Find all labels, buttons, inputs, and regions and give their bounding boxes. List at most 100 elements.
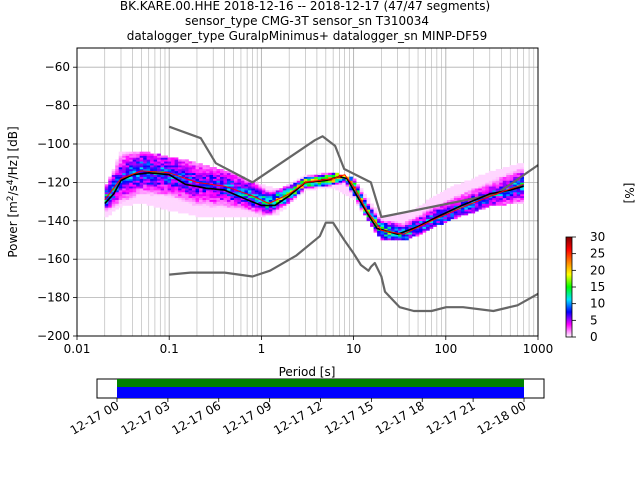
psd-bin: [195, 188, 200, 191]
psd-bin: [492, 174, 497, 177]
psd-bin: [310, 174, 315, 177]
psd-bin: [139, 178, 144, 181]
psd-bin: [251, 205, 256, 208]
psd-bin: [167, 157, 172, 160]
psd-bin: [474, 190, 479, 193]
psd-bin: [422, 228, 427, 231]
psd-bin: [167, 184, 172, 187]
psd-bin: [216, 178, 221, 181]
psd-bin: [122, 188, 127, 191]
psd-bin: [230, 174, 235, 177]
psd-bin: [286, 190, 291, 193]
psd-bin: [429, 199, 434, 202]
psd-bin: [370, 207, 374, 210]
psd-bin: [516, 165, 521, 168]
psd-bin: [125, 167, 130, 170]
psd-bin: [139, 192, 144, 195]
psd-bin: [418, 218, 423, 222]
psd-bin: [237, 180, 242, 183]
psd-bin: [167, 205, 172, 208]
psd-bin: [230, 190, 235, 193]
psd-bin: [300, 192, 305, 195]
psd-bin: [240, 213, 245, 216]
psd-bin: [188, 174, 193, 177]
psd-bin: [216, 197, 221, 200]
psd-bin: [363, 201, 367, 204]
psd-bin: [143, 151, 147, 154]
psd-bin: [373, 209, 378, 212]
psd-bin: [206, 184, 210, 187]
psd-bin: [146, 178, 151, 181]
psd-bin: [181, 168, 186, 172]
psd-bin: [199, 176, 203, 179]
psd-bin: [118, 155, 123, 158]
psd-bin: [513, 190, 518, 193]
psd-bin: [446, 209, 451, 212]
psd-bin: [202, 188, 207, 191]
psd-bin: [153, 199, 158, 202]
psd-bin: [160, 190, 165, 193]
psd-bin: [164, 168, 168, 172]
psd-bin: [150, 193, 154, 197]
psd-bin: [192, 176, 196, 179]
psd-bin: [195, 170, 200, 174]
psd-bin: [219, 168, 224, 172]
psd-bin: [411, 215, 416, 218]
psd-bin: [167, 172, 172, 176]
psd-bin: [104, 192, 109, 195]
psd-bin: [150, 161, 154, 164]
psd-bin: [275, 213, 280, 216]
psd-bin: [146, 193, 151, 197]
psd-bin: [146, 159, 151, 162]
psd-bin: [279, 195, 284, 199]
psd-bin: [118, 199, 123, 202]
psd-bin: [125, 163, 130, 166]
psd-bin: [178, 182, 182, 185]
psd-bin: [164, 182, 168, 185]
psd-bin: [324, 182, 329, 185]
timeline-tick-label: 12-17 03: [119, 398, 173, 437]
psd-bin: [387, 220, 392, 224]
psd-bin: [506, 193, 511, 197]
psd-bin: [258, 209, 263, 212]
psd-bin: [178, 192, 182, 195]
psd-bin: [460, 213, 465, 216]
psd-bin: [495, 195, 500, 199]
psd-bin: [251, 188, 256, 191]
psd-bin: [171, 209, 175, 212]
psd-bin: [223, 199, 228, 202]
psd-bin: [429, 213, 434, 216]
psd-bin: [206, 165, 210, 168]
psd-bin: [317, 182, 322, 185]
psd-bin: [338, 190, 343, 193]
psd-bin: [474, 192, 479, 195]
psd-bin: [202, 180, 207, 183]
psd-bin: [199, 195, 203, 199]
psd-bin: [282, 193, 287, 197]
psd-bin: [150, 178, 154, 181]
psd-bin: [380, 216, 385, 220]
psd-bin: [164, 195, 168, 199]
psd-bin: [481, 203, 486, 206]
psd-bin: [216, 211, 221, 214]
psd-bin: [129, 186, 133, 189]
psd-bin: [345, 180, 350, 183]
psd-bin: [178, 159, 182, 162]
psd-bin: [411, 230, 416, 233]
psd-bin: [296, 192, 301, 195]
psd-bin: [111, 180, 116, 183]
psd-bin: [167, 174, 172, 177]
psd-bin: [443, 192, 448, 195]
psd-bin: [247, 188, 252, 191]
psd-bin: [157, 178, 161, 181]
psd-bin: [272, 207, 277, 210]
psd-bin: [129, 195, 133, 199]
psd-bin: [425, 209, 430, 212]
psd-bin: [303, 182, 308, 185]
psd-bin: [178, 190, 182, 193]
psd-bin: [178, 195, 182, 199]
colorbar-tick-label: 0: [590, 330, 598, 344]
psd-bin: [178, 161, 182, 164]
psd-bin: [450, 215, 455, 218]
psd-bin: [192, 188, 196, 191]
